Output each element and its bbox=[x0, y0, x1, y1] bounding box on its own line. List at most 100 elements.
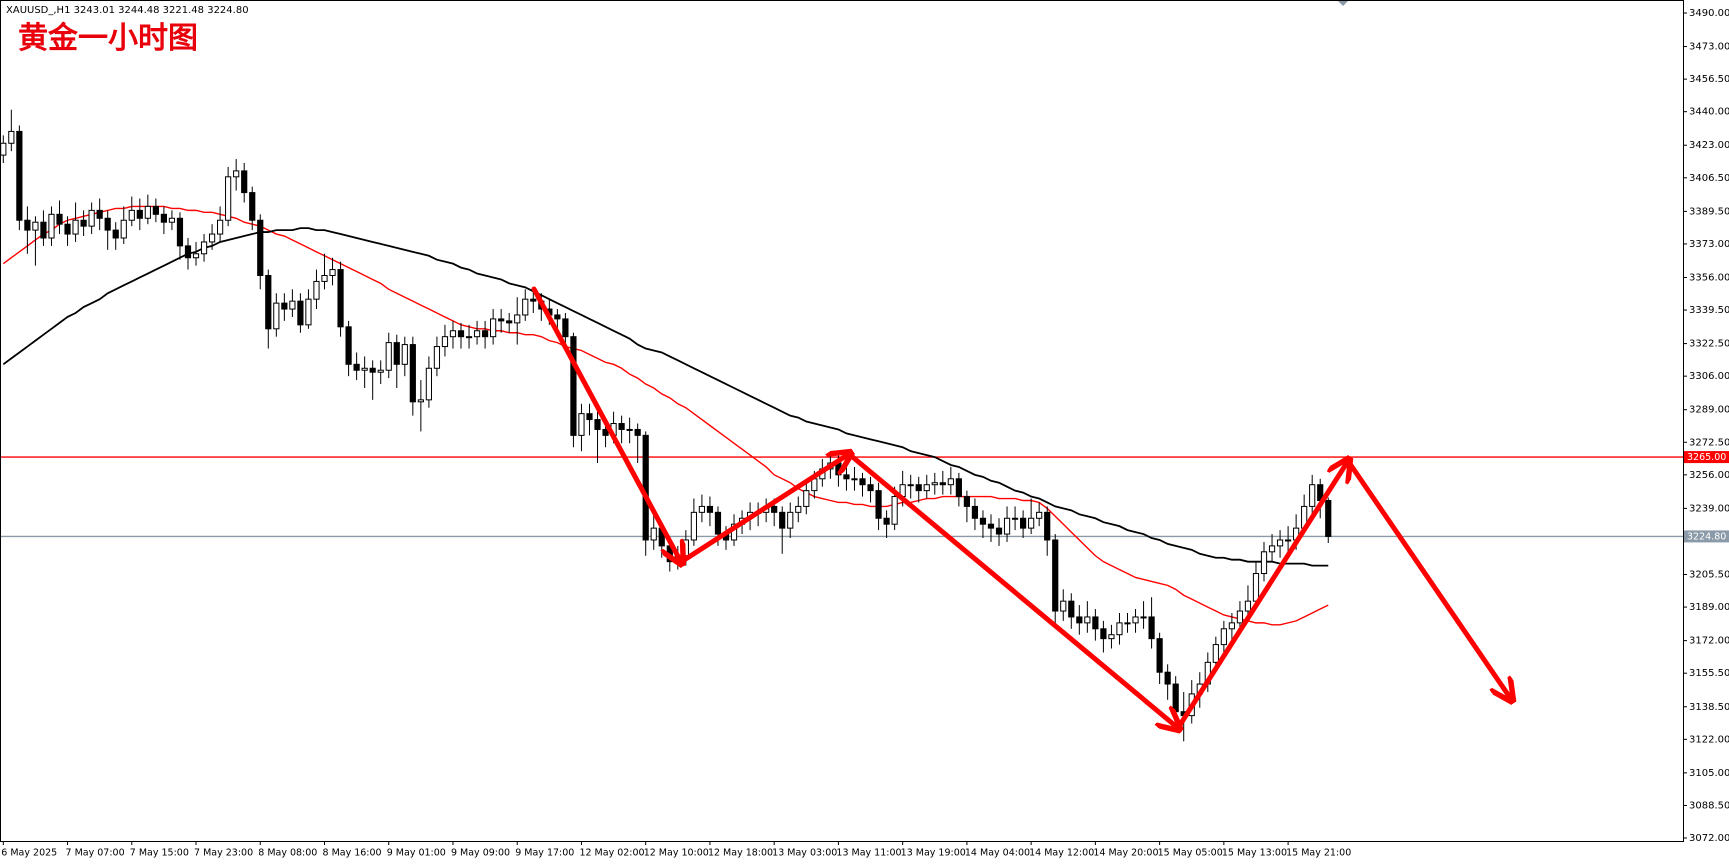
candle-body bbox=[192, 253, 200, 259]
candle-body bbox=[626, 428, 633, 431]
candle-body bbox=[514, 314, 521, 324]
candle-body bbox=[586, 413, 593, 421]
candle-body bbox=[393, 342, 400, 365]
candle-body bbox=[273, 302, 280, 330]
candle-body bbox=[490, 318, 497, 338]
candle-body bbox=[642, 434, 649, 541]
price-label-box bbox=[1684, 530, 1729, 543]
candle-body bbox=[233, 170, 240, 178]
y-tick-label: 3105.00 bbox=[1689, 768, 1729, 779]
y-tick-label: 3289.00 bbox=[1689, 405, 1729, 416]
candle-body bbox=[690, 511, 697, 541]
candle-body bbox=[136, 209, 143, 219]
candle-body bbox=[8, 130, 15, 144]
candle-body bbox=[963, 496, 970, 507]
annotation: 黄金一小时图 bbox=[18, 21, 198, 56]
x-tick-label: 6 May 2025 bbox=[1, 848, 57, 859]
candle-body bbox=[634, 428, 641, 436]
y-tick-label: 3256.00 bbox=[1689, 470, 1729, 481]
candle-body bbox=[249, 192, 256, 221]
x-tick-label: 15 May 13:00 bbox=[1222, 848, 1287, 859]
x-tick-label: 14 May 04:00 bbox=[965, 848, 1030, 859]
candle-body bbox=[265, 275, 272, 330]
x-tick-label: 9 May 01:00 bbox=[387, 848, 446, 859]
candle-body bbox=[321, 275, 328, 282]
candle-body bbox=[48, 213, 55, 239]
arrow bbox=[531, 286, 681, 562]
arrow bbox=[1345, 458, 1511, 699]
candle-body bbox=[369, 367, 376, 373]
candle-body bbox=[176, 217, 184, 247]
candle-body bbox=[578, 413, 585, 436]
chart-header: XAUUSD_,H1 3243.01 3244.48 3221.48 3224.… bbox=[6, 5, 249, 16]
candle-body bbox=[465, 336, 473, 339]
candle-body bbox=[1060, 600, 1067, 612]
candle-body bbox=[1276, 539, 1284, 547]
candle-body bbox=[24, 219, 31, 231]
candle-body bbox=[257, 219, 264, 277]
candle-body bbox=[1108, 634, 1115, 640]
y-tick-label: 3473.00 bbox=[1689, 42, 1729, 53]
candle-body bbox=[1325, 499, 1332, 537]
shift-marker bbox=[1338, 1, 1348, 6]
ma-line bbox=[2, 227, 1329, 567]
candle-body bbox=[208, 233, 216, 243]
x-tick-label: 7 May 15:00 bbox=[130, 848, 189, 859]
candle-body bbox=[152, 205, 159, 215]
y-tick-label: 3138.50 bbox=[1689, 702, 1729, 713]
candle-body bbox=[433, 346, 441, 369]
arrow bbox=[678, 454, 849, 565]
candle-body bbox=[1212, 644, 1219, 663]
candle-body bbox=[289, 300, 296, 310]
candle-body bbox=[160, 213, 168, 223]
candle-body bbox=[1076, 616, 1083, 624]
x-tick-label: 13 May 03:00 bbox=[772, 848, 837, 859]
candle-body bbox=[803, 490, 810, 507]
candle-body bbox=[706, 505, 714, 513]
candle-body bbox=[530, 298, 537, 302]
candle-body bbox=[1124, 622, 1131, 625]
x-tick-label: 7 May 23:00 bbox=[194, 848, 253, 859]
candle-body bbox=[1084, 616, 1091, 624]
candle-body bbox=[931, 482, 938, 486]
y-tick-label: 3205.50 bbox=[1689, 570, 1729, 581]
x-tick-label: 12 May 18:00 bbox=[708, 848, 773, 859]
candle-body bbox=[329, 269, 336, 277]
y-tick-label: 3155.50 bbox=[1689, 668, 1729, 679]
x-tick-label: 14 May 12:00 bbox=[1029, 848, 1094, 859]
candle-body bbox=[859, 478, 866, 486]
candle-body bbox=[1164, 671, 1171, 685]
candle-body bbox=[144, 205, 151, 219]
candle-body bbox=[779, 511, 786, 529]
x-tick-label: 7 May 07:00 bbox=[66, 848, 125, 859]
candle-body bbox=[40, 221, 47, 239]
candle-body bbox=[1036, 511, 1043, 519]
y-tick-label: 3272.50 bbox=[1689, 437, 1729, 448]
candle-body bbox=[425, 367, 432, 401]
candle-body bbox=[1100, 628, 1107, 640]
candle-body bbox=[313, 280, 320, 300]
y-tick-label: 3456.50 bbox=[1689, 74, 1729, 85]
y-tick-label: 3088.50 bbox=[1689, 800, 1729, 811]
candle-body bbox=[377, 369, 384, 373]
candle-body bbox=[473, 330, 481, 338]
candle-body bbox=[1116, 622, 1123, 636]
candle-body bbox=[1011, 517, 1019, 520]
candle-body bbox=[449, 330, 457, 338]
candle-body bbox=[297, 300, 304, 326]
candle-body bbox=[891, 496, 898, 525]
candle-body bbox=[1148, 616, 1155, 640]
y-tick-label: 3072.00 bbox=[1689, 833, 1729, 844]
candle-body bbox=[995, 527, 1003, 535]
ma-line bbox=[2, 205, 1329, 626]
candle-body bbox=[682, 539, 689, 557]
candle-body bbox=[337, 269, 344, 328]
candle-body bbox=[971, 505, 979, 519]
candle-body bbox=[1140, 616, 1147, 619]
candle-body bbox=[1228, 622, 1235, 630]
plot-frame bbox=[0, 0, 1684, 842]
candle-body bbox=[939, 482, 946, 486]
price-label: 3265.00 bbox=[1687, 452, 1726, 463]
y-tick-label: 3406.50 bbox=[1689, 173, 1729, 184]
